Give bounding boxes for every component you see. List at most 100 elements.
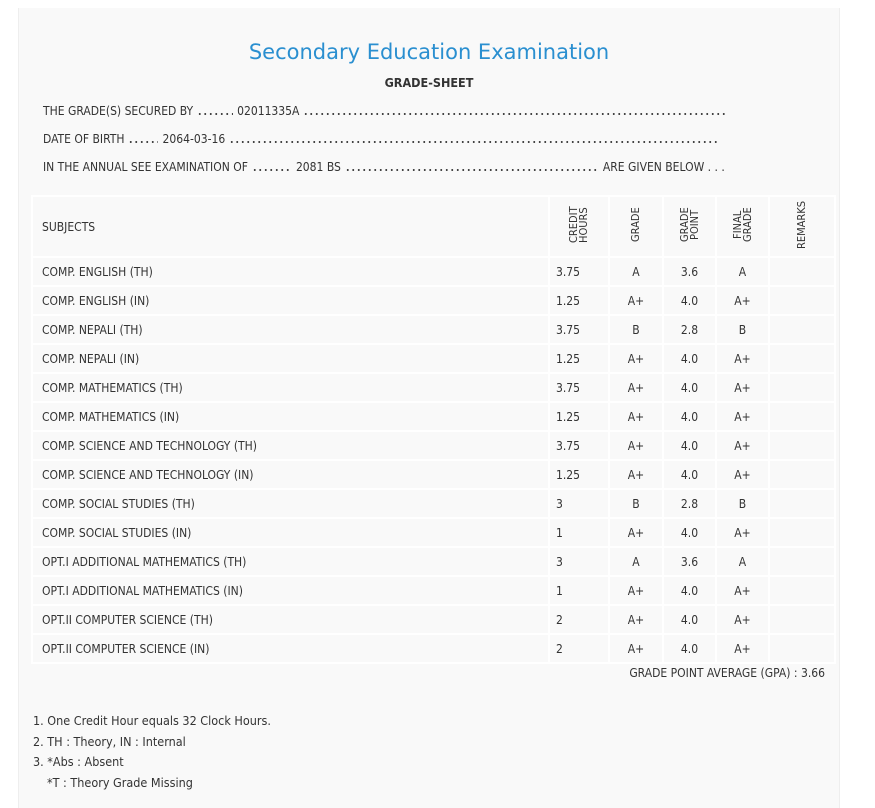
table-cell: 2.8 [662, 314, 717, 345]
remarks-cell [768, 488, 836, 519]
table-cell: COMP. SOCIAL STUDIES (IN) [31, 517, 550, 548]
table-cell: 4.0 [662, 430, 717, 461]
page: {"header":{"title":"Secondary Education … [18, 8, 840, 808]
table-cell: OPT.I ADDITIONAL MATHEMATICS (TH) [31, 546, 550, 577]
table-cell: A+ [715, 633, 770, 664]
note: 2. TH : Theory, IN : Internal [33, 733, 186, 749]
table-cell: A+ [608, 285, 664, 316]
table-cell: A+ [715, 343, 770, 374]
info-line: THE GRADE(S) SECURED BY 02011335A [43, 104, 731, 118]
info-label: DATE OF BIRTH [43, 132, 125, 146]
table-cell: A+ [608, 401, 664, 432]
table-cell: A [715, 546, 770, 577]
header-cell: SUBJECTS [31, 195, 550, 258]
table-cell: 3.6 [662, 546, 717, 577]
remarks-cell [768, 459, 836, 490]
info-value: 2081 BS [295, 160, 341, 174]
grade-table: SUBJECTS CREDIT HOURS GRADE GRADE POINT … [31, 195, 836, 664]
table-cell: B [608, 488, 664, 519]
table-cell: A+ [608, 517, 664, 548]
table-cell: 1.25 [548, 343, 610, 374]
note: *T : Theory Grade Missing [47, 774, 193, 790]
table-cell: COMP. MATHEMATICS (TH) [31, 372, 550, 403]
remarks-cell [768, 575, 836, 606]
table-cell: OPT.II COMPUTER SCIENCE (TH) [31, 604, 550, 635]
table-cell: B [715, 314, 770, 345]
table-row: COMP. SCIENCE AND TECHNOLOGY (IN) 1.25 A+ 4… [31, 459, 836, 490]
table-cell: A+ [608, 459, 664, 490]
table-body: COMP. ENGLISH (TH) 3.75 A 3.6 A COMP. ENGLISH… [31, 256, 836, 664]
header-text: REMARKS [795, 200, 808, 250]
table-cell: 3.75 [548, 372, 610, 403]
table-row: COMP. SOCIAL STUDIES (TH) 3 B 2.8 B [31, 488, 836, 519]
grade-sheet: Secondary Education Examination GRADE-SH… [18, 8, 840, 808]
table-cell: COMP. SCIENCE AND TECHNOLOGY (IN) [31, 459, 550, 490]
table-cell: B [715, 488, 770, 519]
dots [197, 113, 234, 115]
table-cell: OPT.II COMPUTER SCIENCE (IN) [31, 633, 550, 664]
table-cell: A+ [608, 430, 664, 461]
table-row: COMP. ENGLISH (IN) 1.25 A+ 4.0 A+ [31, 285, 836, 316]
gpa-label: GRADE POINT AVERAGE (GPA) : [629, 666, 798, 680]
table-cell: A+ [715, 517, 770, 548]
dots [128, 141, 159, 143]
table-cell: A [715, 256, 770, 287]
header-text: CREDIT HOURS [567, 206, 590, 244]
dots [344, 169, 599, 171]
info-line: IN THE ANNUAL SEE EXAMINATION OF 2081 BS A… [43, 160, 725, 174]
table-row: COMP. MATHEMATICS (TH) 3.75 A+ 4.0 A+ [31, 372, 836, 403]
header-cell: REMARKS [768, 195, 836, 258]
table-cell: COMP. SCIENCE AND TECHNOLOGY (TH) [31, 430, 550, 461]
info-label: THE GRADE(S) SECURED BY [43, 104, 194, 118]
table-cell: 1 [548, 517, 610, 548]
header-cell: CREDIT HOURS [548, 195, 610, 258]
remarks-cell [768, 546, 836, 577]
table-row: OPT.II COMPUTER SCIENCE (TH) 2 A+ 4.0 A+ [31, 604, 836, 635]
header-cell: GRADE POINT [662, 195, 717, 258]
subtitle: GRADE-SHEET [384, 75, 474, 90]
dots [251, 169, 292, 171]
table-cell: COMP. NEPALI (TH) [31, 314, 550, 345]
table-cell: A+ [715, 372, 770, 403]
table-cell: 1.25 [548, 459, 610, 490]
table-cell: COMP. NEPALI (IN) [31, 343, 550, 374]
table-cell: A+ [715, 604, 770, 635]
table-row: OPT.I ADDITIONAL MATHEMATICS (TH) 3 A 3.6 A [31, 546, 836, 577]
table-cell: A+ [715, 285, 770, 316]
info-value: 2064-03-16 [162, 132, 226, 146]
table-cell: 3.75 [548, 256, 610, 287]
remarks-cell [768, 372, 836, 403]
note: 1. One Credit Hour equals 32 Clock Hours… [33, 713, 271, 728]
remarks-cell [768, 517, 836, 548]
info-line: DATE OF BIRTH 2064-03-16 [43, 132, 723, 146]
table-row: COMP. NEPALI (TH) 3.75 B 2.8 B [31, 314, 836, 345]
table-cell: A+ [608, 633, 664, 664]
header-cell: GRADE [608, 195, 664, 258]
header-text: GRADE [629, 207, 642, 243]
table-cell: 3 [548, 488, 610, 519]
table-cell: 4.0 [662, 633, 717, 664]
gpa: GRADE POINT AVERAGE (GPA) : 3.66 [629, 666, 825, 680]
table-cell: 1.25 [548, 401, 610, 432]
header-cell: FINAL GRADE [715, 195, 770, 258]
remarks-cell [768, 314, 836, 345]
header-text: GRADE POINT [677, 207, 701, 243]
table-cell: A+ [715, 459, 770, 490]
table-cell: 4.0 [662, 575, 717, 606]
remarks-cell [768, 401, 836, 432]
gpa-value: 3.66 [800, 666, 825, 680]
header-row: SUBJECTS CREDIT HOURS GRADE GRADE POINT … [31, 195, 836, 258]
table-cell: 4.0 [662, 401, 717, 432]
table-row: COMP. SCIENCE AND TECHNOLOGY (TH) 3.75 A+ 4… [31, 430, 836, 461]
table-cell: COMP. ENGLISH (IN) [31, 285, 550, 316]
table-cell: A+ [715, 430, 770, 461]
table-cell: 4.0 [662, 285, 717, 316]
table-cell: 1 [548, 575, 610, 606]
notes: 1. One Credit Hour equals 32 Clock Hours… [33, 711, 271, 793]
info-suffix: ARE GIVEN BELOW . . . [602, 160, 725, 174]
dots [303, 113, 728, 115]
header-text: FINAL GRADE [730, 207, 754, 243]
table-cell: A [608, 546, 664, 577]
table-row: COMP. ENGLISH (TH) 3.75 A 3.6 A [31, 256, 836, 287]
table-cell: 4.0 [662, 343, 717, 374]
